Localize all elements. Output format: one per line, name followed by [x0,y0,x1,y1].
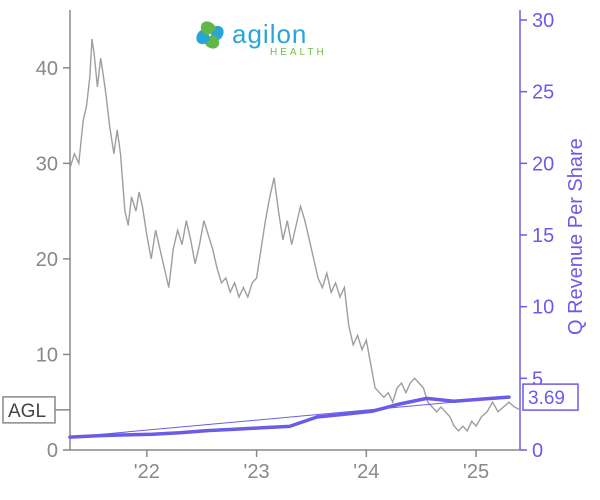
logo-subtext: HEALTH [270,47,327,58]
y-right-tick-label: 0 [532,440,543,462]
y-left-tick-label: 0 [47,440,58,462]
ticker-label: AGL [8,401,46,422]
y-right-tick-label: 25 [532,82,554,104]
trend-line [70,397,509,437]
y-left-tick-label: 30 [36,153,58,175]
logo-text: agilon [232,19,307,49]
chart-svg: 010203040051015202530'22'23'24'25Q Reven… [0,0,600,500]
y-right-tick-label: 20 [532,153,554,175]
y-right-tick-label: 15 [532,225,554,247]
y-left-tick-label: 40 [36,58,58,80]
stock-revenue-chart: 010203040051015202530'22'23'24'25Q Reven… [0,0,600,500]
value-label: 3.69 [528,388,565,409]
y-right-tick-label: 30 [532,10,554,32]
y-right-tick-label: 10 [532,297,554,319]
y-right-title: Q Revenue Per Share [565,138,587,335]
company-logo: agilonHEALTH [196,19,326,58]
x-tick-label: '25 [463,461,489,483]
y-left-tick-label: 20 [36,249,58,271]
price-series [70,39,520,431]
y-left-tick-label: 10 [36,344,58,366]
x-tick-label: '23 [244,461,270,483]
x-tick-label: '24 [353,461,379,483]
x-tick-label: '22 [134,461,160,483]
